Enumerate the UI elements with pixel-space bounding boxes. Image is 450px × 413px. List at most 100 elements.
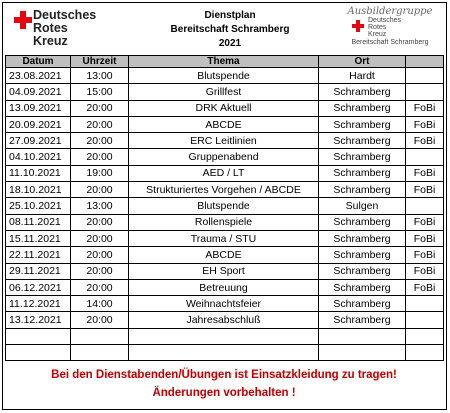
cell: Sulgen — [318, 197, 406, 215]
cell: Weihnachtsfeier — [128, 295, 319, 313]
cell: Schramberg — [318, 311, 406, 329]
cell — [405, 83, 444, 101]
cell: FoBi — [405, 278, 444, 297]
cell: 15:00 — [70, 83, 129, 101]
empty-row — [5, 344, 444, 362]
cell: ERC Leitlinien — [128, 132, 319, 150]
table-row: 15.11.2021 20:00 Trauma / STU Schramberg FoB… — [5, 229, 444, 248]
cell: 13:00 — [70, 66, 129, 85]
cell: DRK Aktuell — [128, 99, 319, 117]
column-header: Uhrzeit — [70, 55, 129, 68]
cell: Trauma / STU — [128, 229, 319, 248]
cell: 20:00 — [70, 148, 129, 166]
table-row: 18.10.2021 20:00 Strukturiertes Vorgehen /… — [5, 181, 444, 199]
cell — [405, 344, 444, 362]
subtitle: Bereitschaft Schramberg — [170, 24, 290, 35]
cell: 08.11.2021 — [5, 213, 71, 231]
cell: Jahresabschluß — [128, 311, 319, 329]
table-row: 20.09.2021 20:00 ABCDE Schramberg FoBi — [5, 115, 444, 134]
cell: Schramberg — [318, 278, 406, 297]
table-row: 13.12.2021 20:00 Jahresabschluß Schramberg — [5, 311, 444, 329]
cell: FoBi — [405, 99, 444, 117]
cell — [5, 327, 71, 346]
cell: Schramberg — [318, 246, 406, 264]
cell: Schramberg — [318, 164, 406, 183]
cell: Gruppenabend — [128, 148, 319, 166]
cell: FoBi — [405, 262, 444, 280]
cell: Schramberg — [318, 148, 406, 166]
cell: Schramberg — [318, 262, 406, 280]
cell: 20:00 — [70, 262, 129, 280]
cell: 15.11.2021 — [5, 229, 71, 248]
cell — [405, 327, 444, 346]
schedule-table: Datum Uhrzeit Thema Ort 23.08.2021 13:00 Blut… — [5, 55, 444, 362]
table-row: 29.11.2021 20:00 EH Sport Schramberg FoBi — [5, 262, 444, 280]
table-row: 04.09.2021 15:00 Grillfest Schramberg — [5, 83, 444, 101]
logo-right: Ausbildergruppe Deutsches Rotes Kreuz Be… — [340, 6, 440, 46]
table-row: 08.11.2021 20:00 Rollenspiele Schramberg FoB… — [5, 213, 444, 231]
cell: Schramberg — [318, 229, 406, 248]
logo-text: Kreuz — [33, 34, 68, 48]
cell: FoBi — [405, 213, 444, 231]
cell: 20:00 — [70, 115, 129, 134]
cell: Grillfest — [128, 83, 319, 101]
red-cross — [356, 20, 360, 32]
cell: 27.09.2021 — [5, 132, 71, 150]
empty-row — [5, 327, 444, 346]
cell: Hardt — [318, 66, 406, 85]
logo-text: Kreuz — [368, 31, 387, 38]
table-row: 11.12.2021 14:00 Weihnachtsfeier Schramberg — [5, 295, 444, 313]
column-header — [405, 55, 444, 68]
cell: Strukturiertes Vorgehen / ABCDE — [128, 181, 319, 199]
table-row: 23.08.2021 13:00 Blutspende Hardt — [5, 66, 444, 85]
cell — [128, 344, 319, 362]
cell: Betreuung — [128, 278, 319, 297]
cell: 13.12.2021 — [5, 311, 71, 329]
cell — [5, 344, 71, 362]
cell: 20:00 — [70, 246, 129, 264]
cell: 06.12.2021 — [5, 278, 71, 297]
table-row: 27.09.2021 20:00 ERC Leitlinien Schramberg F… — [5, 132, 444, 150]
cell: 04.09.2021 — [5, 83, 71, 101]
cell: ABCDE — [128, 246, 319, 264]
cell: 20:00 — [70, 132, 129, 150]
cell: Schramberg — [318, 295, 406, 313]
logo-left: Deutsches Rotes Kreuz — [33, 9, 96, 48]
cell — [405, 295, 444, 313]
cell: 20:00 — [70, 229, 129, 248]
table-body: 23.08.2021 13:00 Blutspende Hardt 04.09.2021… — [5, 66, 444, 362]
cell — [318, 327, 406, 346]
table-row: 04.10.2021 20:00 Gruppenabend Schramberg — [5, 148, 444, 166]
table-row: 13.09.2021 20:00 DRK Aktuell Schramberg FoBi — [5, 99, 444, 117]
cell: 11.12.2021 — [5, 295, 71, 313]
column-header: Thema — [128, 55, 319, 68]
cell: 20:00 — [70, 181, 129, 199]
cell: FoBi — [405, 181, 444, 199]
small-logo: Deutsches Rotes Kreuz — [340, 17, 440, 39]
footer-line: Bei den Dienstabenden/Übungen ist Einsat… — [51, 369, 397, 381]
cell: Rollenspiele — [128, 213, 319, 231]
cell — [405, 66, 444, 85]
table-row: 22.11.2021 20:00 ABCDE Schramberg FoBi — [5, 246, 444, 264]
cell: 22.11.2021 — [5, 246, 71, 264]
heading: Dienstplan Bereitschaft Schramberg 2021 — [130, 9, 330, 51]
cell: 18.10.2021 — [5, 181, 71, 199]
cell: 20:00 — [70, 99, 129, 117]
header-row: Datum Uhrzeit Thema Ort — [5, 55, 444, 68]
cell: 23.08.2021 — [5, 66, 71, 85]
cell — [405, 148, 444, 166]
logo-text: Rotes — [33, 21, 68, 35]
cell: 25.10.2021 — [5, 197, 71, 215]
cell: EH Sport — [128, 262, 319, 280]
title: Dienstplan — [204, 10, 256, 21]
logo-text: Deutsches — [33, 8, 97, 22]
cell: 14:00 — [70, 295, 129, 313]
cell: AED / LT — [128, 164, 319, 183]
frame — [2, 2, 447, 410]
cell: Blutspende — [128, 197, 319, 215]
cell: Schramberg — [318, 132, 406, 150]
cell: Schramberg — [318, 115, 406, 134]
cell — [128, 327, 319, 346]
small-logo-text: Deutsches Rotes Kreuz — [368, 17, 401, 38]
